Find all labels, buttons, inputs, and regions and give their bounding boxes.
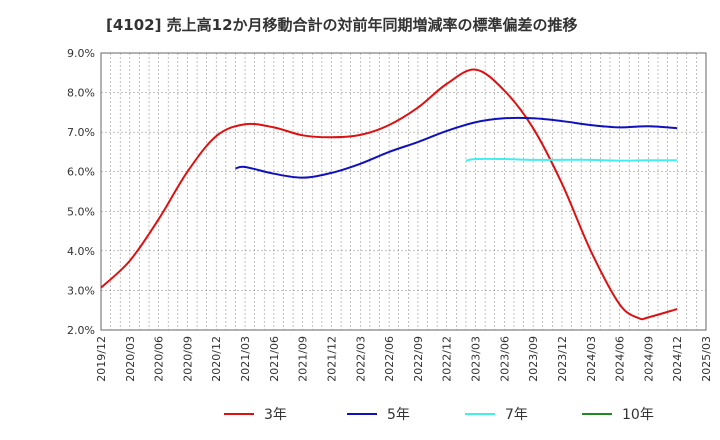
x-tick-label: 2020/12	[210, 336, 223, 382]
y-tick-label: 9.0%	[67, 47, 95, 60]
y-tick-label: 5.0%	[67, 205, 95, 218]
series-line-1	[100, 68, 678, 321]
x-tick-label: 2022/09	[412, 336, 425, 382]
plot-area	[101, 53, 706, 330]
x-tick-label: 2024/12	[671, 336, 684, 382]
legend-label-2: 5年	[387, 407, 410, 423]
x-tick-label: 2022/03	[354, 336, 367, 382]
x-tick-label: 2023/06	[498, 336, 511, 382]
y-tick-label: 8.0%	[67, 87, 95, 100]
legend-label-1: 3年	[264, 407, 287, 423]
y-tick-label: 4.0%	[67, 245, 95, 258]
series-line-2	[235, 116, 678, 179]
plot-border	[100, 52, 707, 331]
chart-title: [4102] 売上高12か月移動合計の対前年同期増減率の標準偏差の推移	[106, 16, 578, 34]
x-tick-label: 2022/12	[441, 336, 454, 382]
x-tick-label: 2023/03	[470, 336, 483, 382]
x-tick-label: 2021/09	[297, 336, 310, 382]
x-tick-label: 2019/12	[95, 336, 108, 382]
x-tick-label: 2021/03	[239, 336, 252, 382]
y-tick-label: 3.0%	[67, 284, 95, 297]
x-tick-label: 2023/09	[527, 336, 540, 382]
legend-label-4: 10年	[622, 407, 654, 423]
x-tick-label: 2020/03	[124, 336, 137, 382]
x-tick-label: 2021/06	[268, 336, 281, 382]
x-tick-label: 2022/06	[383, 336, 396, 382]
x-tick-label: 2024/06	[614, 336, 627, 382]
y-tick-label: 2.0%	[67, 324, 95, 337]
series-line-3	[465, 157, 678, 162]
x-tick-label: 2021/12	[325, 336, 338, 382]
y-tick-label: 7.0%	[67, 126, 95, 139]
x-tick-label: 2024/03	[585, 336, 598, 382]
y-tick-label: 6.0%	[67, 166, 95, 179]
x-tick-label: 2024/09	[642, 336, 655, 382]
legend-label-3: 7年	[505, 407, 528, 423]
x-tick-label: 2020/06	[153, 336, 166, 382]
x-tick-label: 2025/03	[700, 336, 713, 382]
x-tick-label: 2020/09	[181, 336, 194, 382]
x-tick-label: 2023/12	[556, 336, 569, 382]
